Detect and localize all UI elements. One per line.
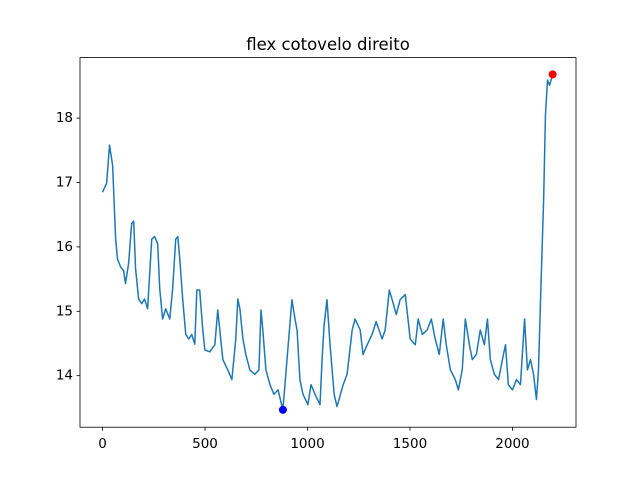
y-tick-label: 16 (56, 239, 73, 255)
y-tick-label: 15 (56, 303, 73, 319)
plot-frame (79, 57, 577, 428)
point (278, 405, 287, 414)
y-tick-label: 14 (56, 368, 73, 384)
line (101, 75, 554, 411)
point (548, 70, 557, 79)
x-tick-label: 1500 (393, 436, 427, 452)
chart-title: flex cotovelo direito (246, 35, 410, 54)
x-tick-label: 500 (192, 436, 218, 452)
y-tick-label: 17 (56, 175, 73, 191)
x-tick-label: 1000 (290, 436, 324, 452)
y-tick-label: 18 (56, 110, 73, 126)
x-tick-label: 2000 (495, 436, 529, 452)
x-tick-label: 0 (98, 436, 107, 452)
